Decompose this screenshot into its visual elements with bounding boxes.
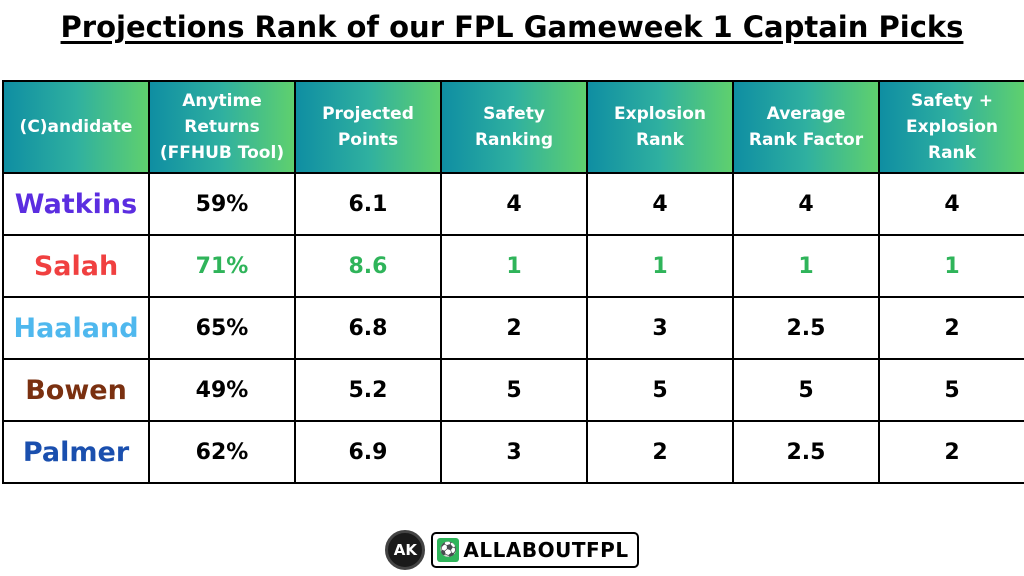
header-line: Average (766, 104, 846, 124)
candidate-name: Haaland (2, 296, 150, 360)
anytime-returns-value: 65% (148, 296, 296, 360)
safety-explosion-rank-value: 4 (878, 172, 1024, 236)
table-row: Palmer 62% 6.9 3 2 2.5 2 (2, 420, 1024, 484)
table-body: Watkins 59% 6.1 4 4 4 4 Salah 71% 8.6 1 1 1 1 Haaland 6… (2, 172, 1024, 484)
projected-points-value: 6.9 (294, 420, 442, 484)
header-line: (FFHUB Tool) (159, 143, 285, 163)
projected-points-value: 8.6 (294, 234, 442, 298)
table-header-row: (C)andidate Anytime Returns (FFHUB Tool) Pro… (2, 80, 1024, 174)
header-candidate: (C)andidate (2, 80, 150, 174)
projected-points-value: 5.2 (294, 358, 442, 422)
explosion-rank-value: 4 (586, 172, 734, 236)
header-line: Returns (184, 117, 260, 137)
page-title-text: Projections Rank of our FPL Gameweek 1 C… (60, 10, 964, 44)
average-rank-factor-value: 1 (732, 234, 880, 298)
header-anytime-returns: Anytime Returns (FFHUB Tool) (148, 80, 296, 174)
header-line: Safety + (910, 91, 993, 111)
candidate-name: Watkins (2, 172, 150, 236)
candidate-name: Salah (2, 234, 150, 298)
header-line: Anytime (182, 91, 262, 111)
anytime-returns-value: 59% (148, 172, 296, 236)
candidate-name: Bowen (2, 358, 150, 422)
header-projected-points: Projected Points (294, 80, 442, 174)
table-row: Salah 71% 8.6 1 1 1 1 (2, 234, 1024, 298)
header-line: Points (337, 130, 399, 150)
candidate-name: Palmer (2, 420, 150, 484)
header-explosion-rank: Explosion Rank (586, 80, 734, 174)
safety-ranking-value: 3 (440, 420, 588, 484)
average-rank-factor-value: 2.5 (732, 296, 880, 360)
header-average-rank-factor: Average Rank Factor (732, 80, 880, 174)
safety-explosion-rank-value: 2 (878, 420, 1024, 484)
table-row: Haaland 65% 6.8 2 3 2.5 2 (2, 296, 1024, 360)
safety-ranking-value: 4 (440, 172, 588, 236)
anytime-returns-value: 62% (148, 420, 296, 484)
allaboutfpl-logo: ⚽ ALLABOUTFPL (431, 532, 639, 568)
safety-explosion-rank-value: 1 (878, 234, 1024, 298)
header-line: Explosion (614, 104, 706, 124)
table-row: Watkins 59% 6.1 4 4 4 4 (2, 172, 1024, 236)
safety-ranking-value: 2 (440, 296, 588, 360)
explosion-rank-value: 2 (586, 420, 734, 484)
captain-picks-table: (C)andidate Anytime Returns (FFHUB Tool) Pro… (2, 80, 1024, 484)
anytime-returns-value: 49% (148, 358, 296, 422)
projected-points-value: 6.8 (294, 296, 442, 360)
projected-points-value: 6.1 (294, 172, 442, 236)
explosion-rank-value: 1 (586, 234, 734, 298)
safety-explosion-rank-value: 5 (878, 358, 1024, 422)
header-line: Explosion (906, 117, 998, 137)
header-line: Rank Factor (748, 130, 864, 150)
pitch-icon: ⚽ (437, 538, 460, 562)
footer-logos: AK ⚽ ALLABOUTFPL (0, 528, 1024, 572)
average-rank-factor-value: 4 (732, 172, 880, 236)
header-line: (C)andidate (19, 117, 133, 137)
explosion-rank-value: 5 (586, 358, 734, 422)
header-line: Rank (636, 130, 684, 150)
header-line: Ranking (474, 130, 554, 150)
page-title: Projections Rank of our FPL Gameweek 1 C… (0, 10, 1024, 44)
safety-ranking-value: 5 (440, 358, 588, 422)
anytime-returns-value: 71% (148, 234, 296, 298)
explosion-rank-value: 3 (586, 296, 734, 360)
header-line: Projected (322, 104, 414, 124)
average-rank-factor-value: 5 (732, 358, 880, 422)
ak-logo: AK (385, 530, 426, 570)
safety-ranking-value: 1 (440, 234, 588, 298)
safety-explosion-rank-value: 2 (878, 296, 1024, 360)
header-line: Rank (928, 143, 976, 163)
average-rank-factor-value: 2.5 (732, 420, 880, 484)
table-row: Bowen 49% 5.2 5 5 5 5 (2, 358, 1024, 422)
header-line: Safety (483, 104, 545, 124)
header-safety-ranking: Safety Ranking (440, 80, 588, 174)
header-safety-explosion-rank: Safety + Explosion Rank (878, 80, 1024, 174)
brand-text: ALLABOUTFPL (463, 538, 629, 562)
